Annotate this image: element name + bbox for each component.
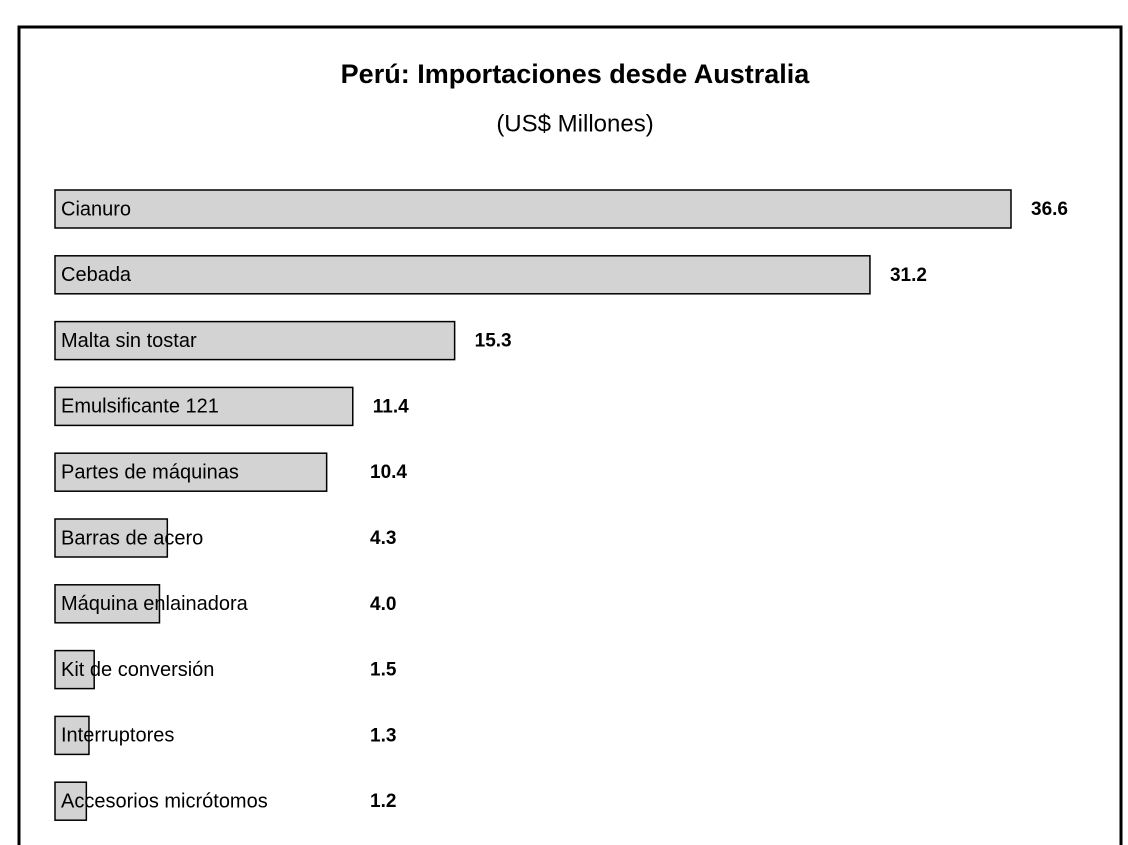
value-label: 31.2 bbox=[890, 265, 927, 286]
category-label: Interruptores bbox=[61, 725, 174, 747]
value-label: 4.3 bbox=[370, 528, 396, 549]
category-label: Barras de acero bbox=[61, 527, 203, 549]
category-label: Emulsificante 121 bbox=[61, 396, 219, 418]
category-label: Cianuro bbox=[61, 198, 131, 220]
bar bbox=[54, 781, 88, 821]
category-label: Máquina enlainadora bbox=[61, 593, 249, 615]
bar bbox=[54, 518, 169, 558]
category-label: Cebada bbox=[61, 264, 132, 286]
value-label: 1.3 bbox=[370, 725, 396, 746]
value-label: 15.3 bbox=[475, 331, 512, 352]
value-label: 1.5 bbox=[370, 660, 397, 681]
bar bbox=[54, 255, 871, 295]
category-label: Accesorios micrótomos bbox=[61, 790, 268, 812]
bar bbox=[54, 386, 354, 427]
value-label: 4.0 bbox=[370, 594, 396, 615]
value-label: 1.2 bbox=[370, 791, 396, 812]
value-label: 11.4 bbox=[373, 396, 409, 417]
bar bbox=[54, 584, 161, 624]
value-label: 36.6 bbox=[1031, 199, 1068, 220]
bar bbox=[54, 320, 456, 361]
bar bbox=[54, 452, 328, 492]
category-label: Kit de conversión bbox=[61, 659, 214, 681]
category-label: Malta sin tostar bbox=[61, 330, 197, 352]
frame bbox=[17, 25, 1123, 845]
category-label: Partes de máquinas bbox=[61, 461, 239, 483]
bar bbox=[54, 715, 90, 756]
chart-subtitle: (US$ Millones) bbox=[496, 110, 653, 137]
value-label: 10.4 bbox=[370, 462, 407, 483]
chart-title: Perú: Importaciones desde Australia bbox=[341, 59, 811, 89]
bar bbox=[54, 649, 95, 690]
bar bbox=[54, 189, 1012, 229]
